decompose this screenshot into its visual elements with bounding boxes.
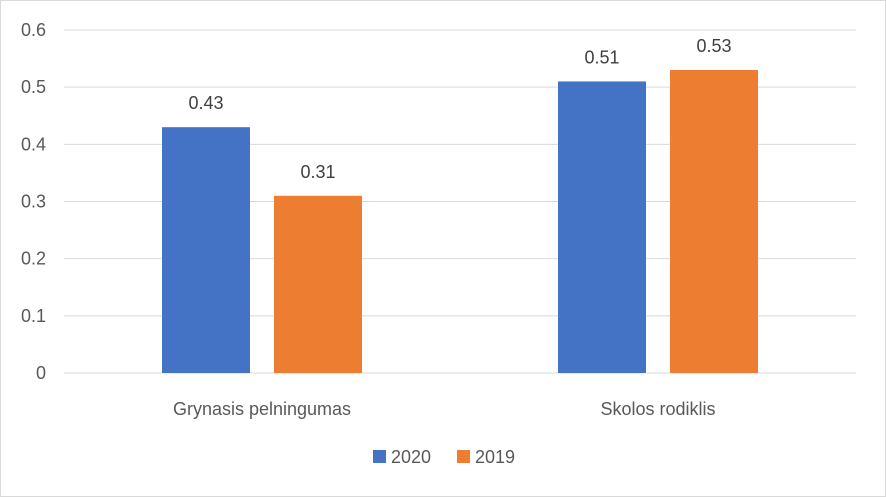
bar-2019-2 — [670, 70, 758, 374]
y-tick-label: 0 — [36, 363, 46, 383]
y-tick-label: 0.5 — [21, 77, 46, 97]
y-tick-label: 0.6 — [21, 20, 46, 40]
x-category-label: Skolos rodiklis — [600, 399, 715, 419]
y-tick-label: 0.4 — [21, 134, 46, 154]
bar-2019-1 — [274, 195, 362, 373]
x-category-label: Grynasis pelningumas — [173, 399, 351, 419]
legend-label: 2019 — [475, 447, 515, 467]
bar-2020-2 — [558, 81, 646, 373]
y-tick-label: 0.2 — [21, 249, 46, 269]
legend-swatch-2020 — [373, 450, 386, 463]
data-label: 0.51 — [584, 47, 619, 67]
data-label: 0.43 — [188, 93, 223, 113]
bar-2020-1 — [162, 127, 250, 373]
data-label: 0.53 — [696, 36, 731, 56]
legend-swatch-2019 — [457, 450, 470, 463]
data-label: 0.31 — [300, 162, 335, 182]
y-tick-label: 0.3 — [21, 192, 46, 212]
legend-label: 2020 — [391, 447, 431, 467]
y-tick-label: 0.1 — [21, 306, 46, 326]
